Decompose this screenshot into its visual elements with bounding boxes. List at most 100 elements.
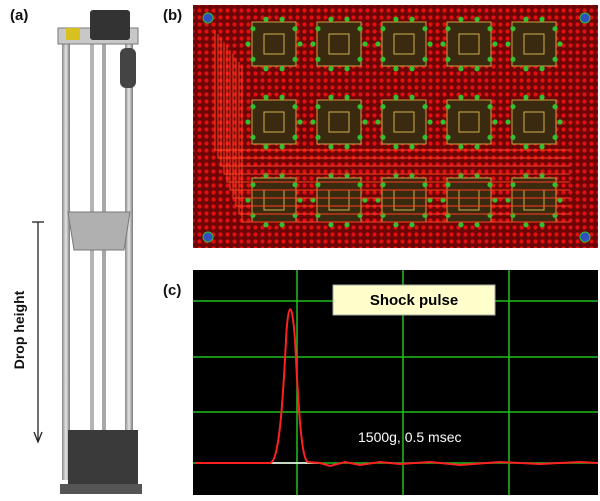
via <box>315 135 320 140</box>
rail <box>102 40 106 480</box>
via <box>292 26 297 31</box>
via <box>263 66 268 71</box>
via <box>357 135 362 140</box>
pulse-annotation: 1500g, 0.5 msec <box>358 429 462 445</box>
via <box>292 182 297 187</box>
panel-label: (c) <box>163 282 181 299</box>
panel-c: (c) Shock pulse 1500g, 0.5 msec <box>163 270 598 495</box>
via <box>409 173 414 178</box>
via <box>357 213 362 218</box>
via <box>263 95 268 100</box>
chip-pad <box>317 22 361 66</box>
rail <box>125 40 133 480</box>
mount-hole <box>203 232 213 242</box>
via <box>474 17 479 22</box>
via <box>393 144 398 149</box>
via <box>523 222 528 227</box>
via <box>474 222 479 227</box>
chip-pad <box>512 178 556 222</box>
base-plate <box>60 484 142 494</box>
via <box>552 182 557 187</box>
via <box>445 57 450 62</box>
via <box>552 26 557 31</box>
chip-pad <box>382 100 426 144</box>
panel-label: (b) <box>163 7 182 24</box>
via <box>487 213 492 218</box>
mount-hole <box>580 13 590 23</box>
label-plate <box>66 28 80 40</box>
via <box>539 173 544 178</box>
drop-height: Drop height <box>11 290 27 369</box>
via <box>422 213 427 218</box>
via <box>380 135 385 140</box>
via <box>344 95 349 100</box>
via <box>263 222 268 227</box>
via <box>380 213 385 218</box>
via <box>487 26 492 31</box>
via <box>552 104 557 109</box>
via <box>362 119 367 124</box>
panel-label: (a) <box>10 7 28 24</box>
rail <box>62 40 70 480</box>
via <box>458 17 463 22</box>
via <box>279 17 284 22</box>
via <box>344 173 349 178</box>
via <box>409 17 414 22</box>
via <box>315 213 320 218</box>
via <box>422 104 427 109</box>
via <box>487 135 492 140</box>
via <box>458 95 463 100</box>
via <box>279 173 284 178</box>
via <box>263 144 268 149</box>
chip-pad <box>447 100 491 144</box>
via <box>292 104 297 109</box>
via <box>422 57 427 62</box>
via <box>492 41 497 46</box>
via <box>250 213 255 218</box>
via <box>510 57 515 62</box>
via <box>380 57 385 62</box>
via <box>445 182 450 187</box>
via <box>328 144 333 149</box>
via <box>328 66 333 71</box>
via <box>250 57 255 62</box>
via <box>422 135 427 140</box>
via <box>440 41 445 46</box>
via <box>263 173 268 178</box>
chip-pad <box>252 22 296 66</box>
mount-hole <box>203 13 213 23</box>
via <box>393 95 398 100</box>
via <box>292 213 297 218</box>
via <box>422 26 427 31</box>
via <box>344 222 349 227</box>
via <box>357 182 362 187</box>
via <box>344 144 349 149</box>
via <box>445 213 450 218</box>
via <box>250 104 255 109</box>
via <box>552 57 557 62</box>
panel-a: (a) Drop height <box>10 7 142 494</box>
via <box>315 104 320 109</box>
via <box>357 26 362 31</box>
via <box>328 17 333 22</box>
chip-pad <box>252 100 296 144</box>
via <box>539 222 544 227</box>
carriage <box>68 212 130 250</box>
via <box>328 222 333 227</box>
via <box>250 26 255 31</box>
chip-pad <box>317 178 361 222</box>
via <box>393 17 398 22</box>
chip-pad <box>317 100 361 144</box>
via <box>445 26 450 31</box>
via <box>297 119 302 124</box>
via <box>245 41 250 46</box>
via <box>279 95 284 100</box>
via <box>445 135 450 140</box>
via <box>440 119 445 124</box>
via <box>552 135 557 140</box>
via <box>328 95 333 100</box>
via <box>310 41 315 46</box>
via <box>505 119 510 124</box>
via <box>427 41 432 46</box>
via <box>523 144 528 149</box>
